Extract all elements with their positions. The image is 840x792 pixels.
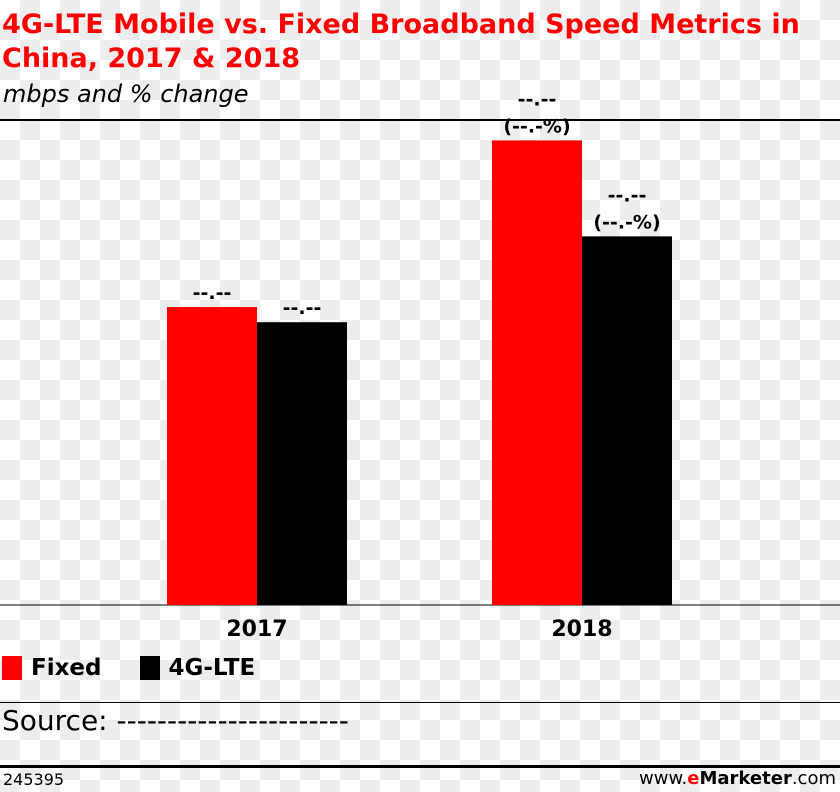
data-label-4g-lte-2017: --.-- [283,297,322,319]
source-text: Source: ----------------------- [2,704,349,737]
legend-label-fixed: Fixed [31,655,102,681]
brand-prefix: www. [639,768,688,789]
bar-4g-lte-2017 [257,322,347,605]
brand-name: Marketer [699,768,792,789]
chart-legend: Fixed 4G-LTE [2,655,293,681]
chart-subtitle: mbps and % change [3,80,249,108]
chart-title: 4G-LTE Mobile vs. Fixed Broadband Speed … [2,9,800,74]
header-rule [0,119,840,121]
data-label-fixed-2018-change: (--.-%) [503,115,570,137]
x-tick-label-2018: 2018 [551,617,612,642]
data-label-4g-lte-2018: --.-- [608,184,647,206]
legend-swatch-4g-lte [139,656,160,680]
bar-fixed-2018 [492,140,582,605]
data-label-fixed-2018: --.-- [518,88,557,110]
legend-label-4g-lte: 4G-LTE [168,655,256,681]
bar-chart: --.-- --.-- 2017 --.-- (--.-%) --.-- (--.-%) 20… [0,88,840,642]
source-rule [0,702,840,703]
bar-fixed-2017 [167,307,257,605]
x-tick-label-2017: 2017 [226,617,287,642]
bar-4g-lte-2018 [582,236,672,605]
brand-e: e [687,768,700,789]
legend-item-fixed: Fixed [2,655,102,681]
data-label-fixed-2017: --.-- [193,282,232,304]
brand-suffix: .com [791,768,836,789]
legend-swatch-fixed [2,656,22,680]
emarketer-logo[interactable]: www.eMarketer.com [639,768,836,789]
legend-item-4g-lte: 4G-LTE [139,655,256,681]
data-label-4g-lte-2018-change: (--.-%) [593,211,660,233]
footer-rule [0,765,840,768]
chart-id: 245395 [3,770,65,789]
